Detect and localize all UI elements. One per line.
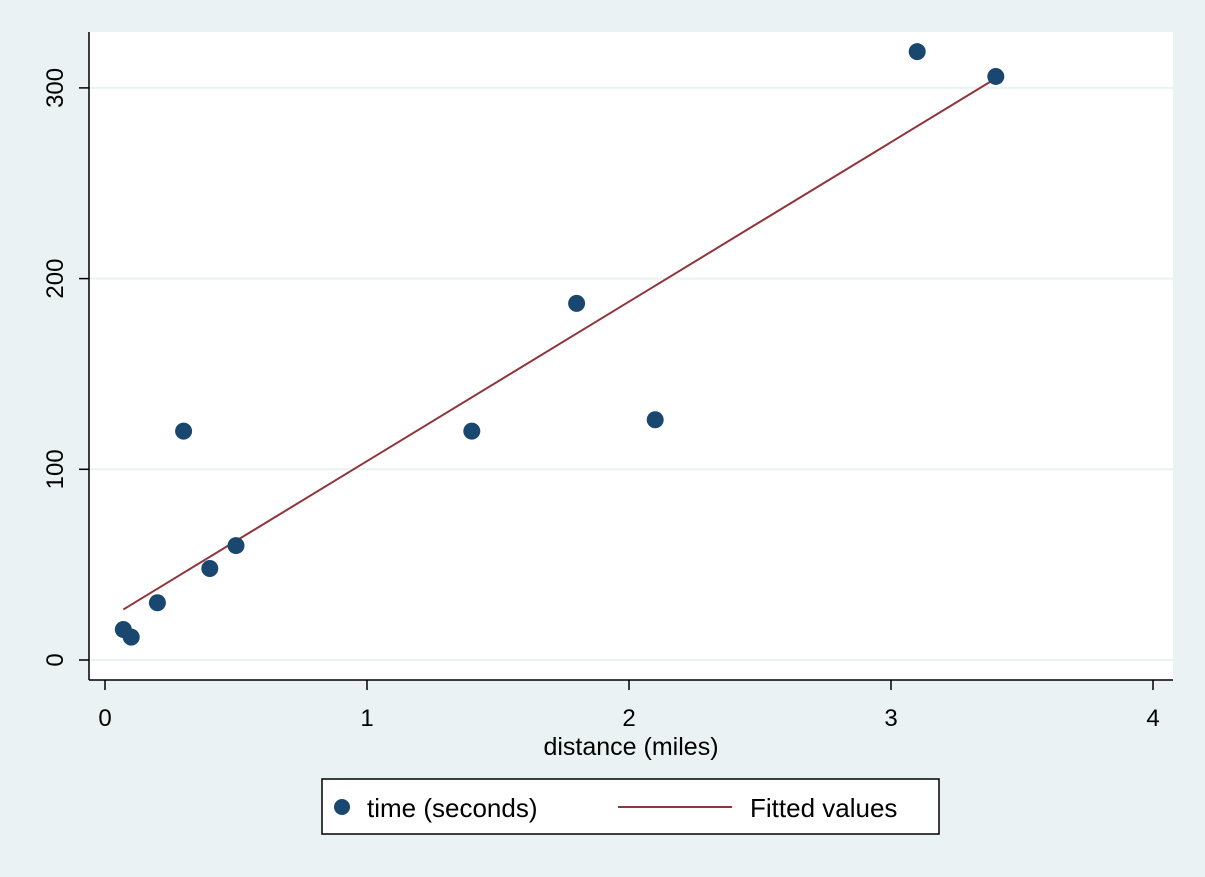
data-point xyxy=(201,559,219,577)
x-tick-label: 4 xyxy=(1146,705,1159,732)
data-point xyxy=(122,628,140,646)
x-tick-label: 1 xyxy=(360,705,373,732)
gridlines xyxy=(89,86,1173,661)
fitted-line-series xyxy=(122,77,997,611)
y-tick-label: 200 xyxy=(42,259,69,299)
x-axis-ticks: 0 1 2 3 4 xyxy=(98,680,1160,732)
data-point xyxy=(463,422,481,440)
data-point xyxy=(987,67,1005,85)
plot-area xyxy=(89,32,1173,680)
data-point xyxy=(148,594,166,612)
data-point xyxy=(646,411,664,429)
y-axis-ticks: 0 100 200 300 xyxy=(42,68,89,667)
data-point xyxy=(568,294,586,312)
data-point xyxy=(175,422,193,440)
legend-marker-icon xyxy=(334,799,350,815)
legend-label-fitted: Fitted values xyxy=(750,793,897,823)
y-tick-label: 300 xyxy=(42,68,69,108)
x-axis-title: distance (miles) xyxy=(543,733,718,761)
x-tick-label: 2 xyxy=(622,705,635,732)
data-point xyxy=(227,537,245,555)
data-point xyxy=(908,43,926,61)
x-tick-label: 3 xyxy=(884,705,897,732)
legend: time (seconds) Fitted values xyxy=(321,778,940,835)
legend-label-time: time (seconds) xyxy=(367,793,538,823)
x-tick-label: 0 xyxy=(98,705,111,732)
scatter-series xyxy=(114,43,1005,646)
fitted-line xyxy=(122,77,997,611)
y-tick-label: 0 xyxy=(42,653,69,666)
y-tick-label: 100 xyxy=(42,449,69,489)
